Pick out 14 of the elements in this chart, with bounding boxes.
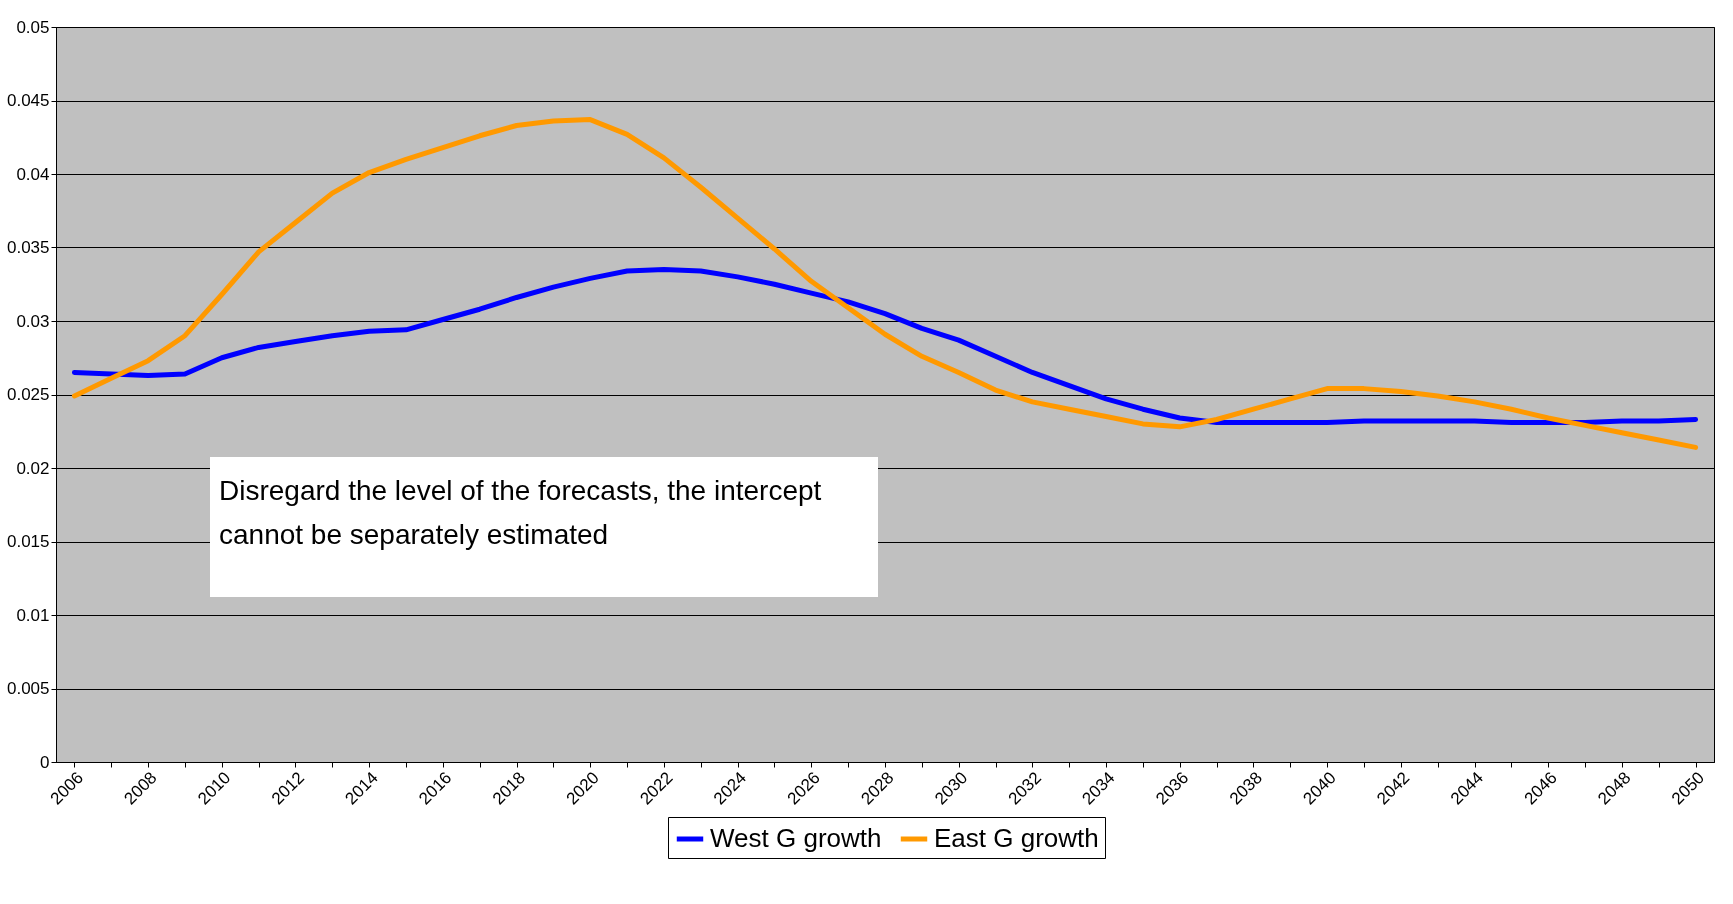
y-tick-label: 0.045 <box>6 91 50 110</box>
y-tick-label: 0.04 <box>16 164 50 184</box>
y-tick-label: 0.015 <box>6 532 50 551</box>
y-tick-label: 0.03 <box>16 311 50 331</box>
legend-label: West G growth <box>710 823 882 853</box>
legend-label: East G growth <box>934 823 1099 853</box>
y-tick-label: 0 <box>40 752 50 772</box>
y-tick-label: 0.01 <box>16 605 50 625</box>
y-tick-label: 0.005 <box>6 679 50 698</box>
y-tick-label: 0.05 <box>16 17 50 37</box>
annotation: Disregard the level of the forecasts, the intercept cannot be separately estimated <box>210 457 878 597</box>
y-tick-label: 0.02 <box>16 458 50 478</box>
y-tick-label: 0.035 <box>6 238 50 257</box>
y-tick-label: 0.025 <box>6 385 50 404</box>
